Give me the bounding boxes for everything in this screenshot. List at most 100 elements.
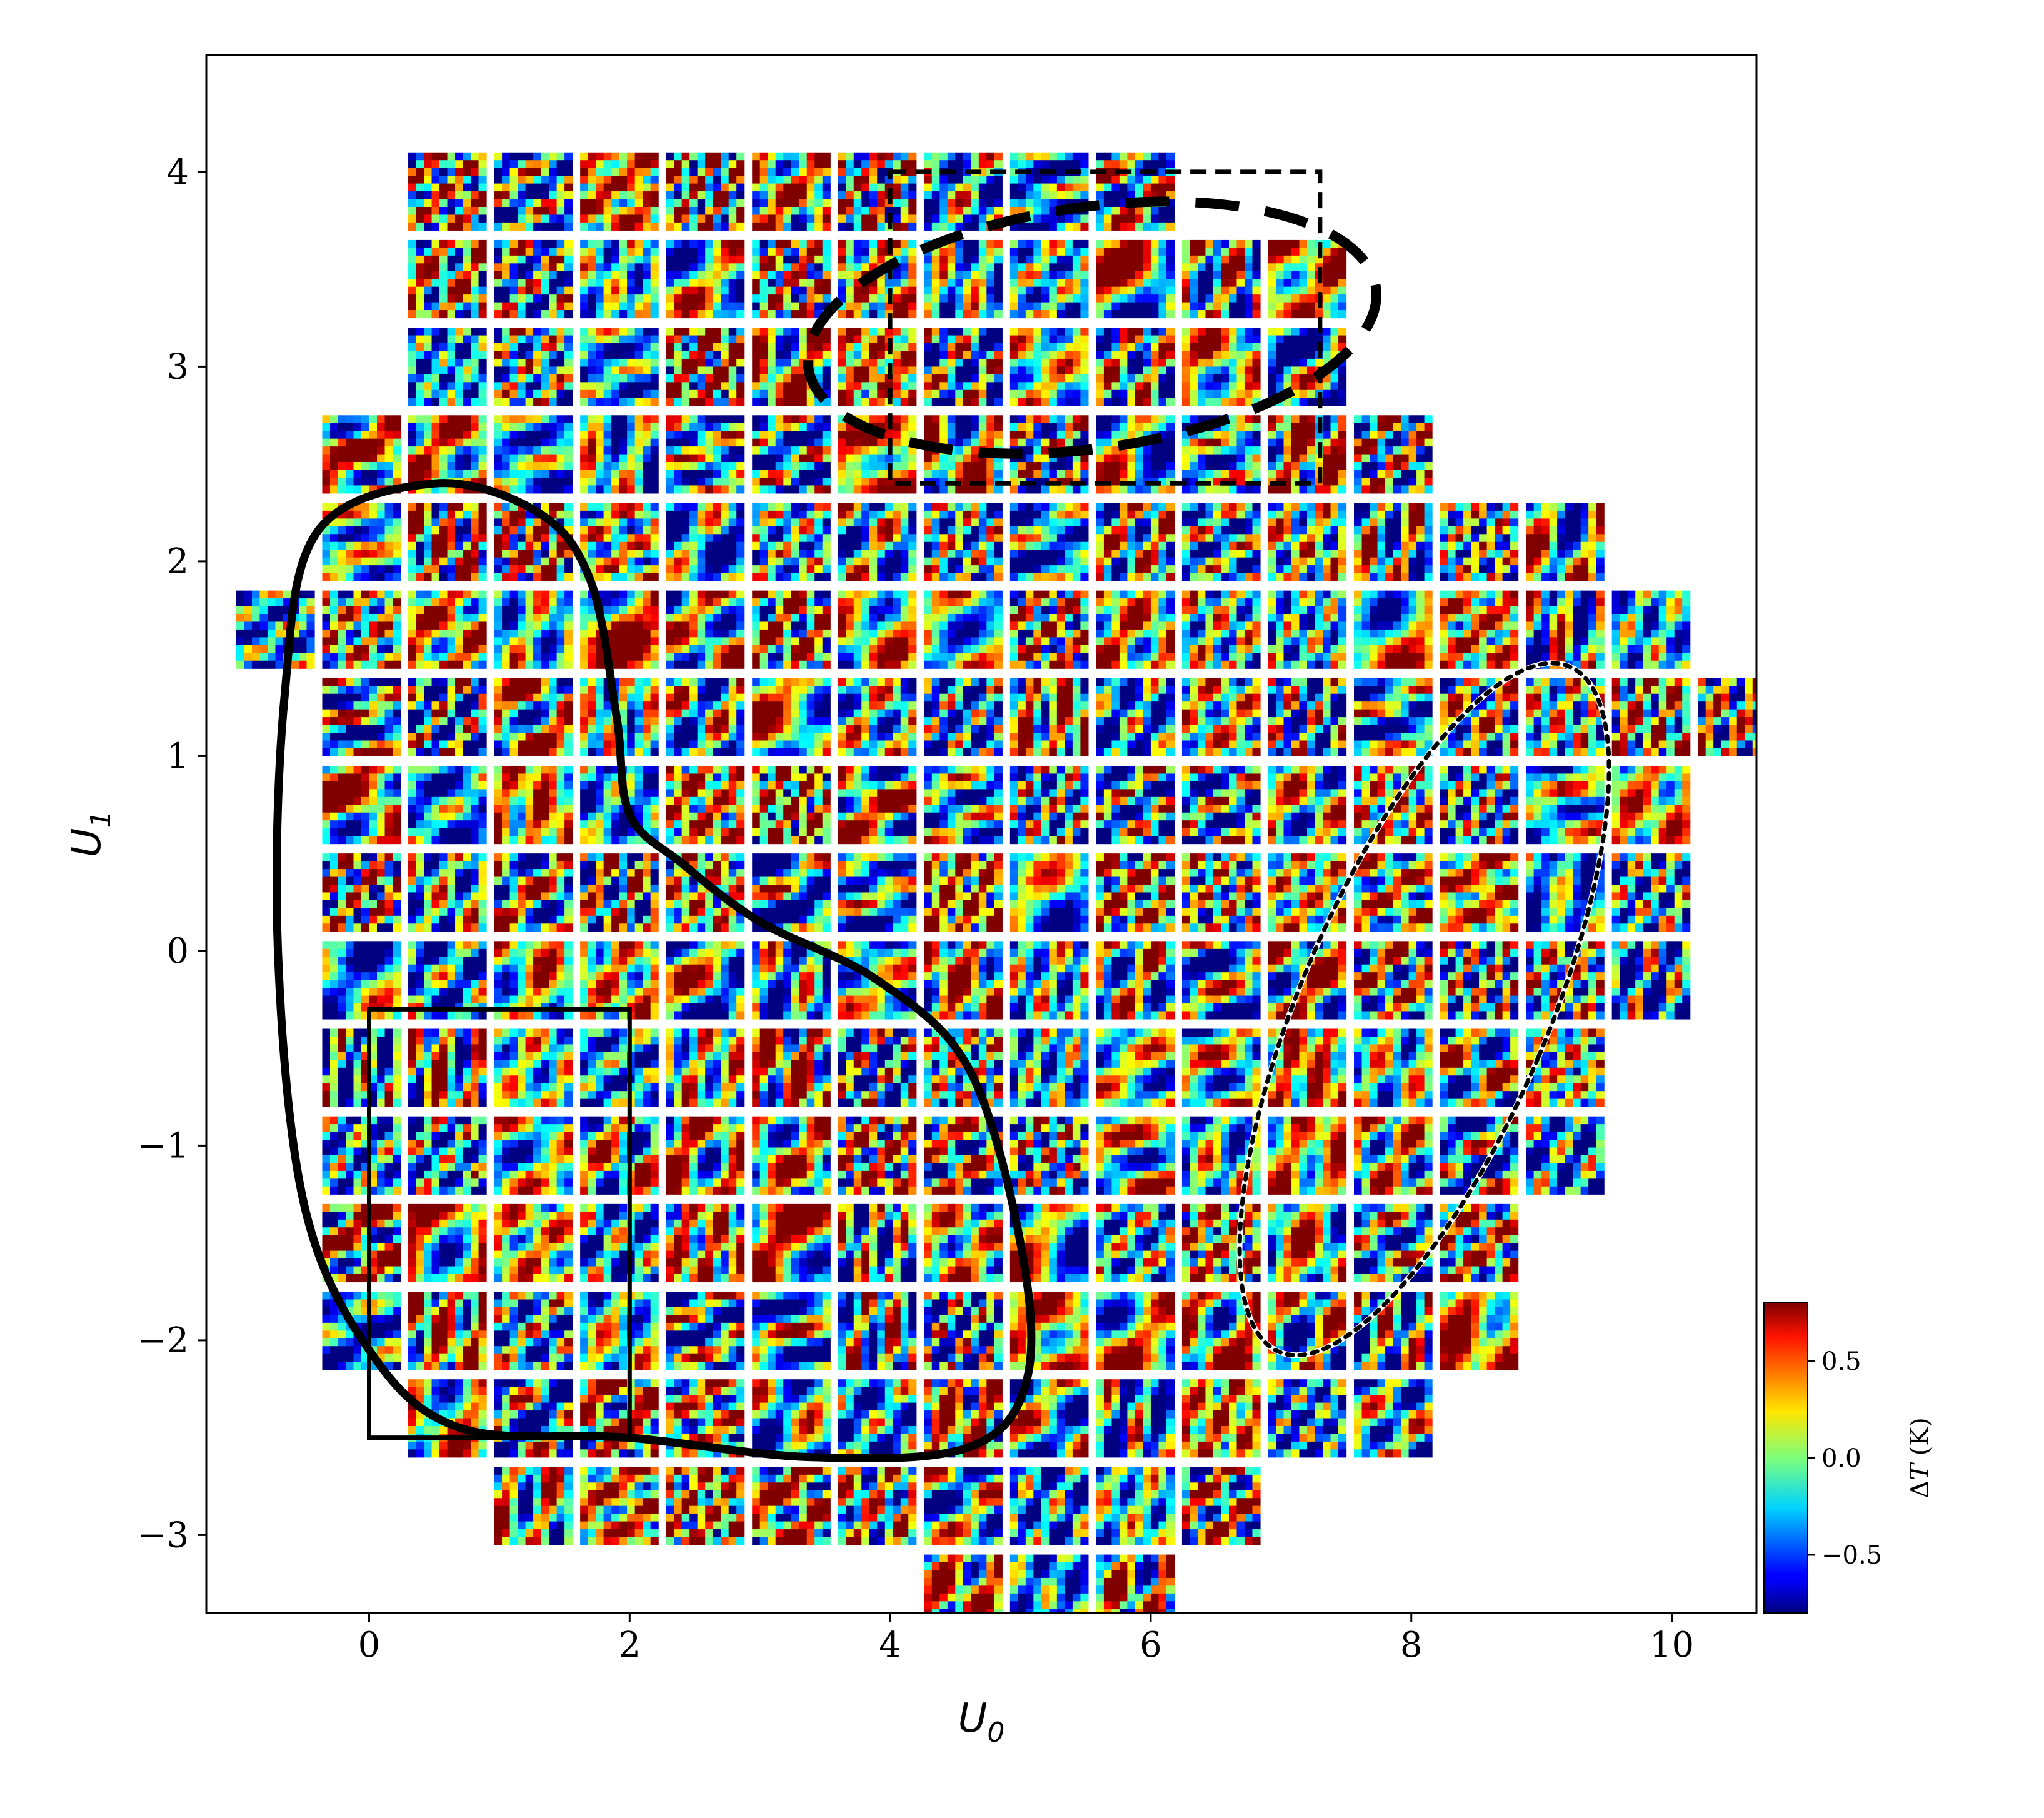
image-tile [1182, 941, 1261, 1019]
image-tile [580, 591, 659, 669]
image-tile [1010, 1555, 1089, 1633]
image-tile [1096, 678, 1175, 756]
image-tile [1010, 240, 1089, 318]
image-tile [408, 1117, 487, 1195]
image-tile [408, 503, 487, 581]
x-axis-ticks: 0 2 4 6 8 10 [358, 1613, 1694, 1665]
image-tile [322, 591, 401, 669]
image-tile [1096, 1029, 1175, 1107]
image-tile [1096, 503, 1175, 581]
image-tile [1440, 941, 1519, 1019]
y-tick-label: −2 [137, 1320, 189, 1361]
image-tile [1182, 1204, 1261, 1282]
image-tile [666, 1204, 745, 1282]
image-tile [752, 153, 831, 231]
image-tile [924, 1029, 1003, 1107]
image-tile [752, 1292, 831, 1370]
image-tile [1268, 678, 1346, 756]
image-tile [494, 240, 573, 318]
image-tile [580, 1204, 659, 1282]
image-tile [408, 591, 487, 669]
image-tile [580, 1292, 659, 1370]
image-tile [494, 328, 573, 406]
image-tile [580, 328, 659, 406]
image-tile [1612, 853, 1691, 932]
image-tile [1354, 1379, 1433, 1457]
image-tile [838, 1117, 917, 1195]
image-tile [1096, 328, 1175, 406]
image-tile [1096, 1117, 1175, 1195]
y-tick-label: 1 [166, 736, 189, 776]
image-tile [408, 328, 487, 406]
image-tile [1354, 678, 1433, 756]
image-tile [408, 853, 487, 932]
image-tile [924, 853, 1003, 932]
image-tile [924, 503, 1003, 581]
image-tile [408, 766, 487, 844]
image-tile [1440, 853, 1519, 932]
image-tile [666, 503, 745, 581]
image-tile [580, 1117, 659, 1195]
image-tile [494, 153, 573, 231]
image-tile [322, 853, 401, 932]
image-tile [838, 1204, 917, 1282]
image-tile [494, 1379, 573, 1457]
colorbar-ticks: 0.50.0−0.5 [1808, 1347, 1882, 1570]
image-tile [1010, 503, 1089, 581]
image-tile [494, 1292, 573, 1370]
image-tile [1440, 1029, 1519, 1107]
image-tile [322, 1204, 401, 1282]
x-tick-label: 6 [1140, 1625, 1162, 1665]
image-tile [580, 503, 659, 581]
image-tile [580, 1029, 659, 1107]
image-tile [1612, 678, 1691, 756]
image-tile [924, 1292, 1003, 1370]
image-tile [1182, 1467, 1261, 1545]
image-tile [494, 1029, 573, 1107]
image-tile [1096, 853, 1175, 932]
x-tick-label: 4 [879, 1625, 901, 1665]
image-tile [752, 240, 831, 318]
image-tile [1268, 591, 1346, 669]
image-tile [838, 1467, 917, 1545]
y-tick-label: 2 [166, 541, 189, 582]
image-tiles [236, 153, 1776, 1633]
image-tile [838, 591, 917, 669]
image-tile [752, 1379, 831, 1457]
image-tile [1354, 415, 1433, 493]
image-tile [1010, 1029, 1089, 1107]
image-tile [494, 853, 573, 932]
image-tile [1096, 591, 1175, 669]
image-tile [494, 503, 573, 581]
image-tile [580, 1379, 659, 1457]
image-tile [1440, 1292, 1519, 1370]
image-tile [924, 1204, 1003, 1282]
image-tile [1612, 766, 1691, 844]
image-tile [236, 591, 315, 669]
image-tile [752, 1117, 831, 1195]
image-tile [1096, 1555, 1175, 1633]
image-tile [322, 415, 401, 493]
image-tile [322, 766, 401, 844]
colorbar-tick-label: 0.0 [1821, 1444, 1861, 1473]
image-tile [838, 1029, 917, 1107]
image-tile [1440, 591, 1519, 669]
image-tile [1096, 941, 1175, 1019]
image-tile [1354, 1204, 1433, 1282]
y-axis-label: U1 [64, 811, 117, 858]
image-tile [494, 1467, 573, 1545]
image-tile [924, 1467, 1003, 1545]
image-tile [494, 591, 573, 669]
y-tick-label: −3 [137, 1515, 189, 1555]
x-axis-label: U0 [958, 1695, 1005, 1749]
image-tile [1268, 853, 1346, 932]
image-tile [666, 1292, 745, 1370]
image-tile [1096, 1204, 1175, 1282]
image-tile [838, 853, 917, 932]
image-tile [838, 240, 917, 318]
image-tile [752, 503, 831, 581]
image-tile [1182, 766, 1261, 844]
image-tile [1354, 503, 1433, 581]
